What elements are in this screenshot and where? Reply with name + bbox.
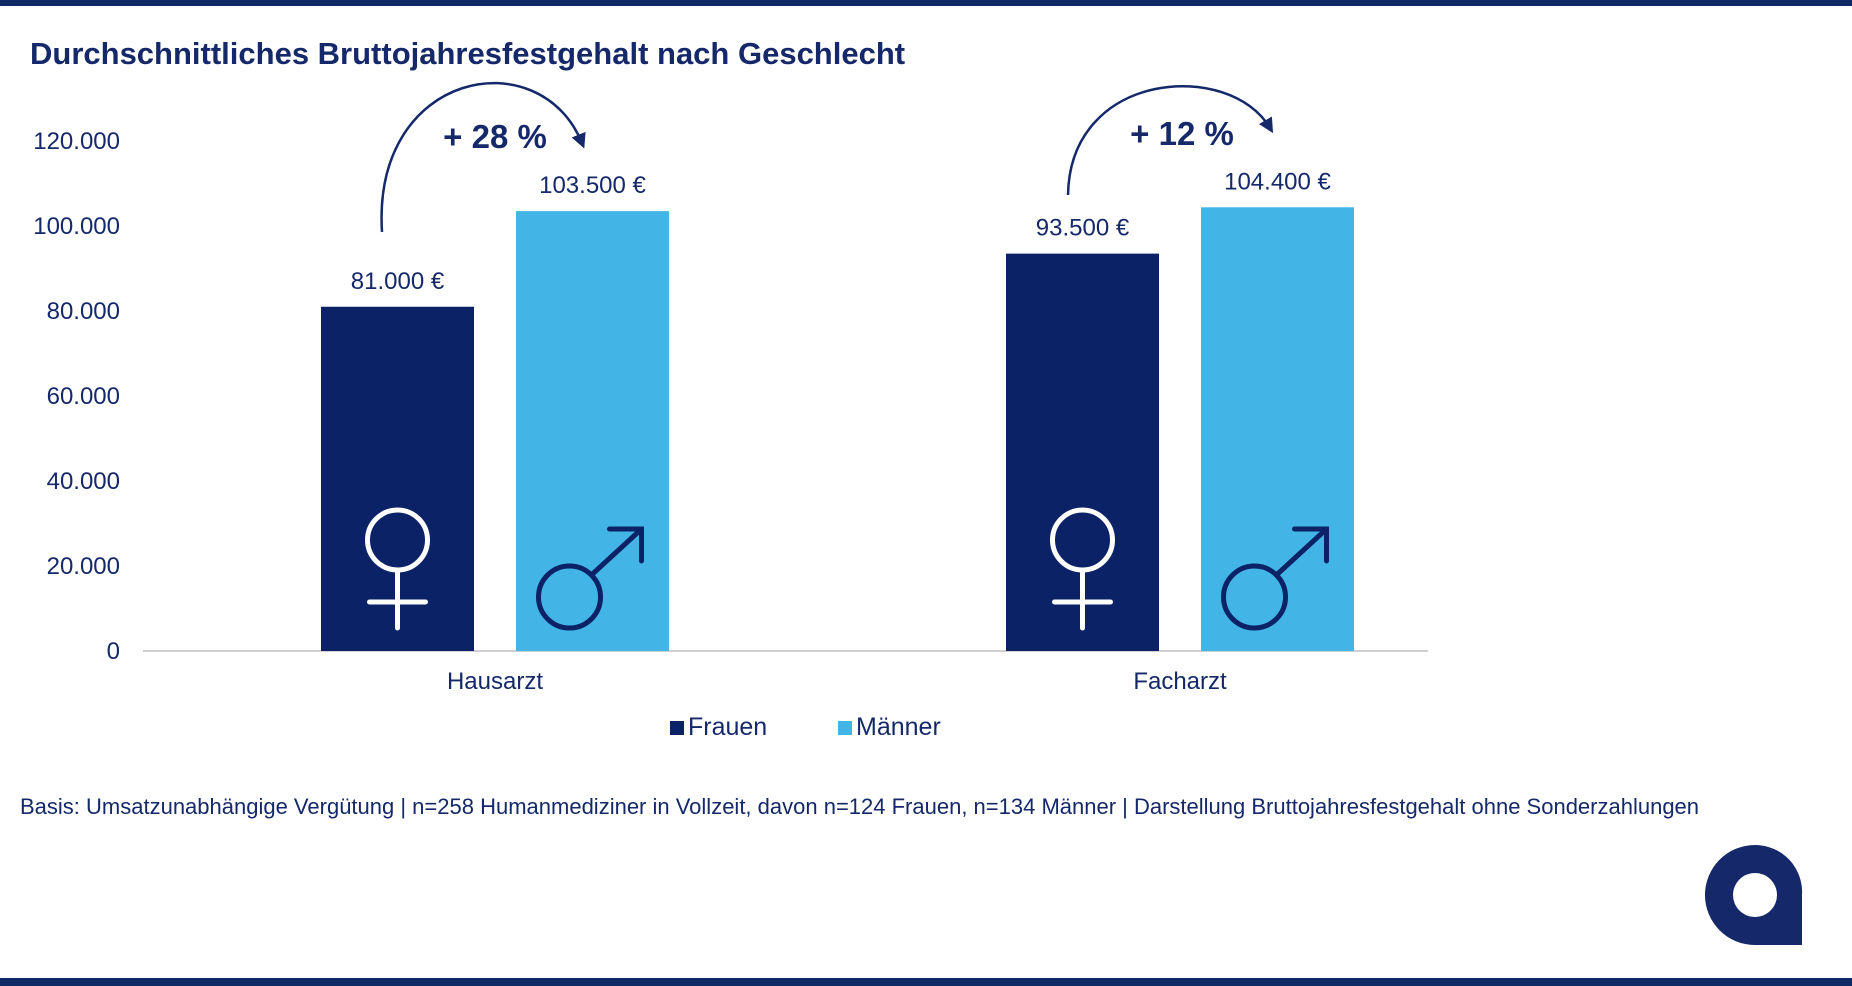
y-axis: 0 20.000 40.000 60.000 80.000 100.000 120.000 [33,128,120,665]
growth-annotation: + 28 % [443,118,547,155]
x-axis-labels: Hausarzt Facharzt [447,668,1227,695]
x-tick-label: Facharzt [1133,668,1227,695]
legend-label-frauen: Frauen [688,713,767,742]
data-label: 93.500 € [1036,215,1130,242]
data-label: 104.400 € [1224,168,1331,195]
growth-arrow [382,83,582,232]
legend-item-frauen: Frauen [670,713,767,742]
bottom-rule [0,978,1852,986]
company-logo-icon [1700,840,1810,950]
x-tick-label: Hausarzt [447,668,543,695]
growth-annotation: + 12 % [1130,115,1234,152]
legend-swatch-maenner [838,721,852,735]
legend-label-maenner: Männer [856,713,941,742]
y-tick-label: 40.000 [47,468,120,495]
y-tick-label: 0 [107,638,120,665]
bar-chart: 020.00040.00060.00080.000100.000120.000 … [0,0,1852,986]
y-tick-label: 20.000 [47,553,120,580]
bars: 81.000 € 103.500 € 93.500 € 104.400 € [321,168,1354,651]
y-tick-label: 80.000 [47,298,120,325]
annotations: + 28 % + 12 % [382,83,1270,232]
y-tick-label: 60.000 [47,383,120,410]
legend-swatch-frauen [670,721,684,735]
legend-item-maenner: Männer [838,713,941,742]
data-label: 103.500 € [539,172,646,199]
y-tick-label: 120.000 [33,128,120,155]
y-tick-label: 100.000 [33,213,120,240]
data-label: 81.000 € [351,268,445,295]
footnote: Basis: Umsatzunabhängige Vergütung | n=2… [20,794,1699,820]
